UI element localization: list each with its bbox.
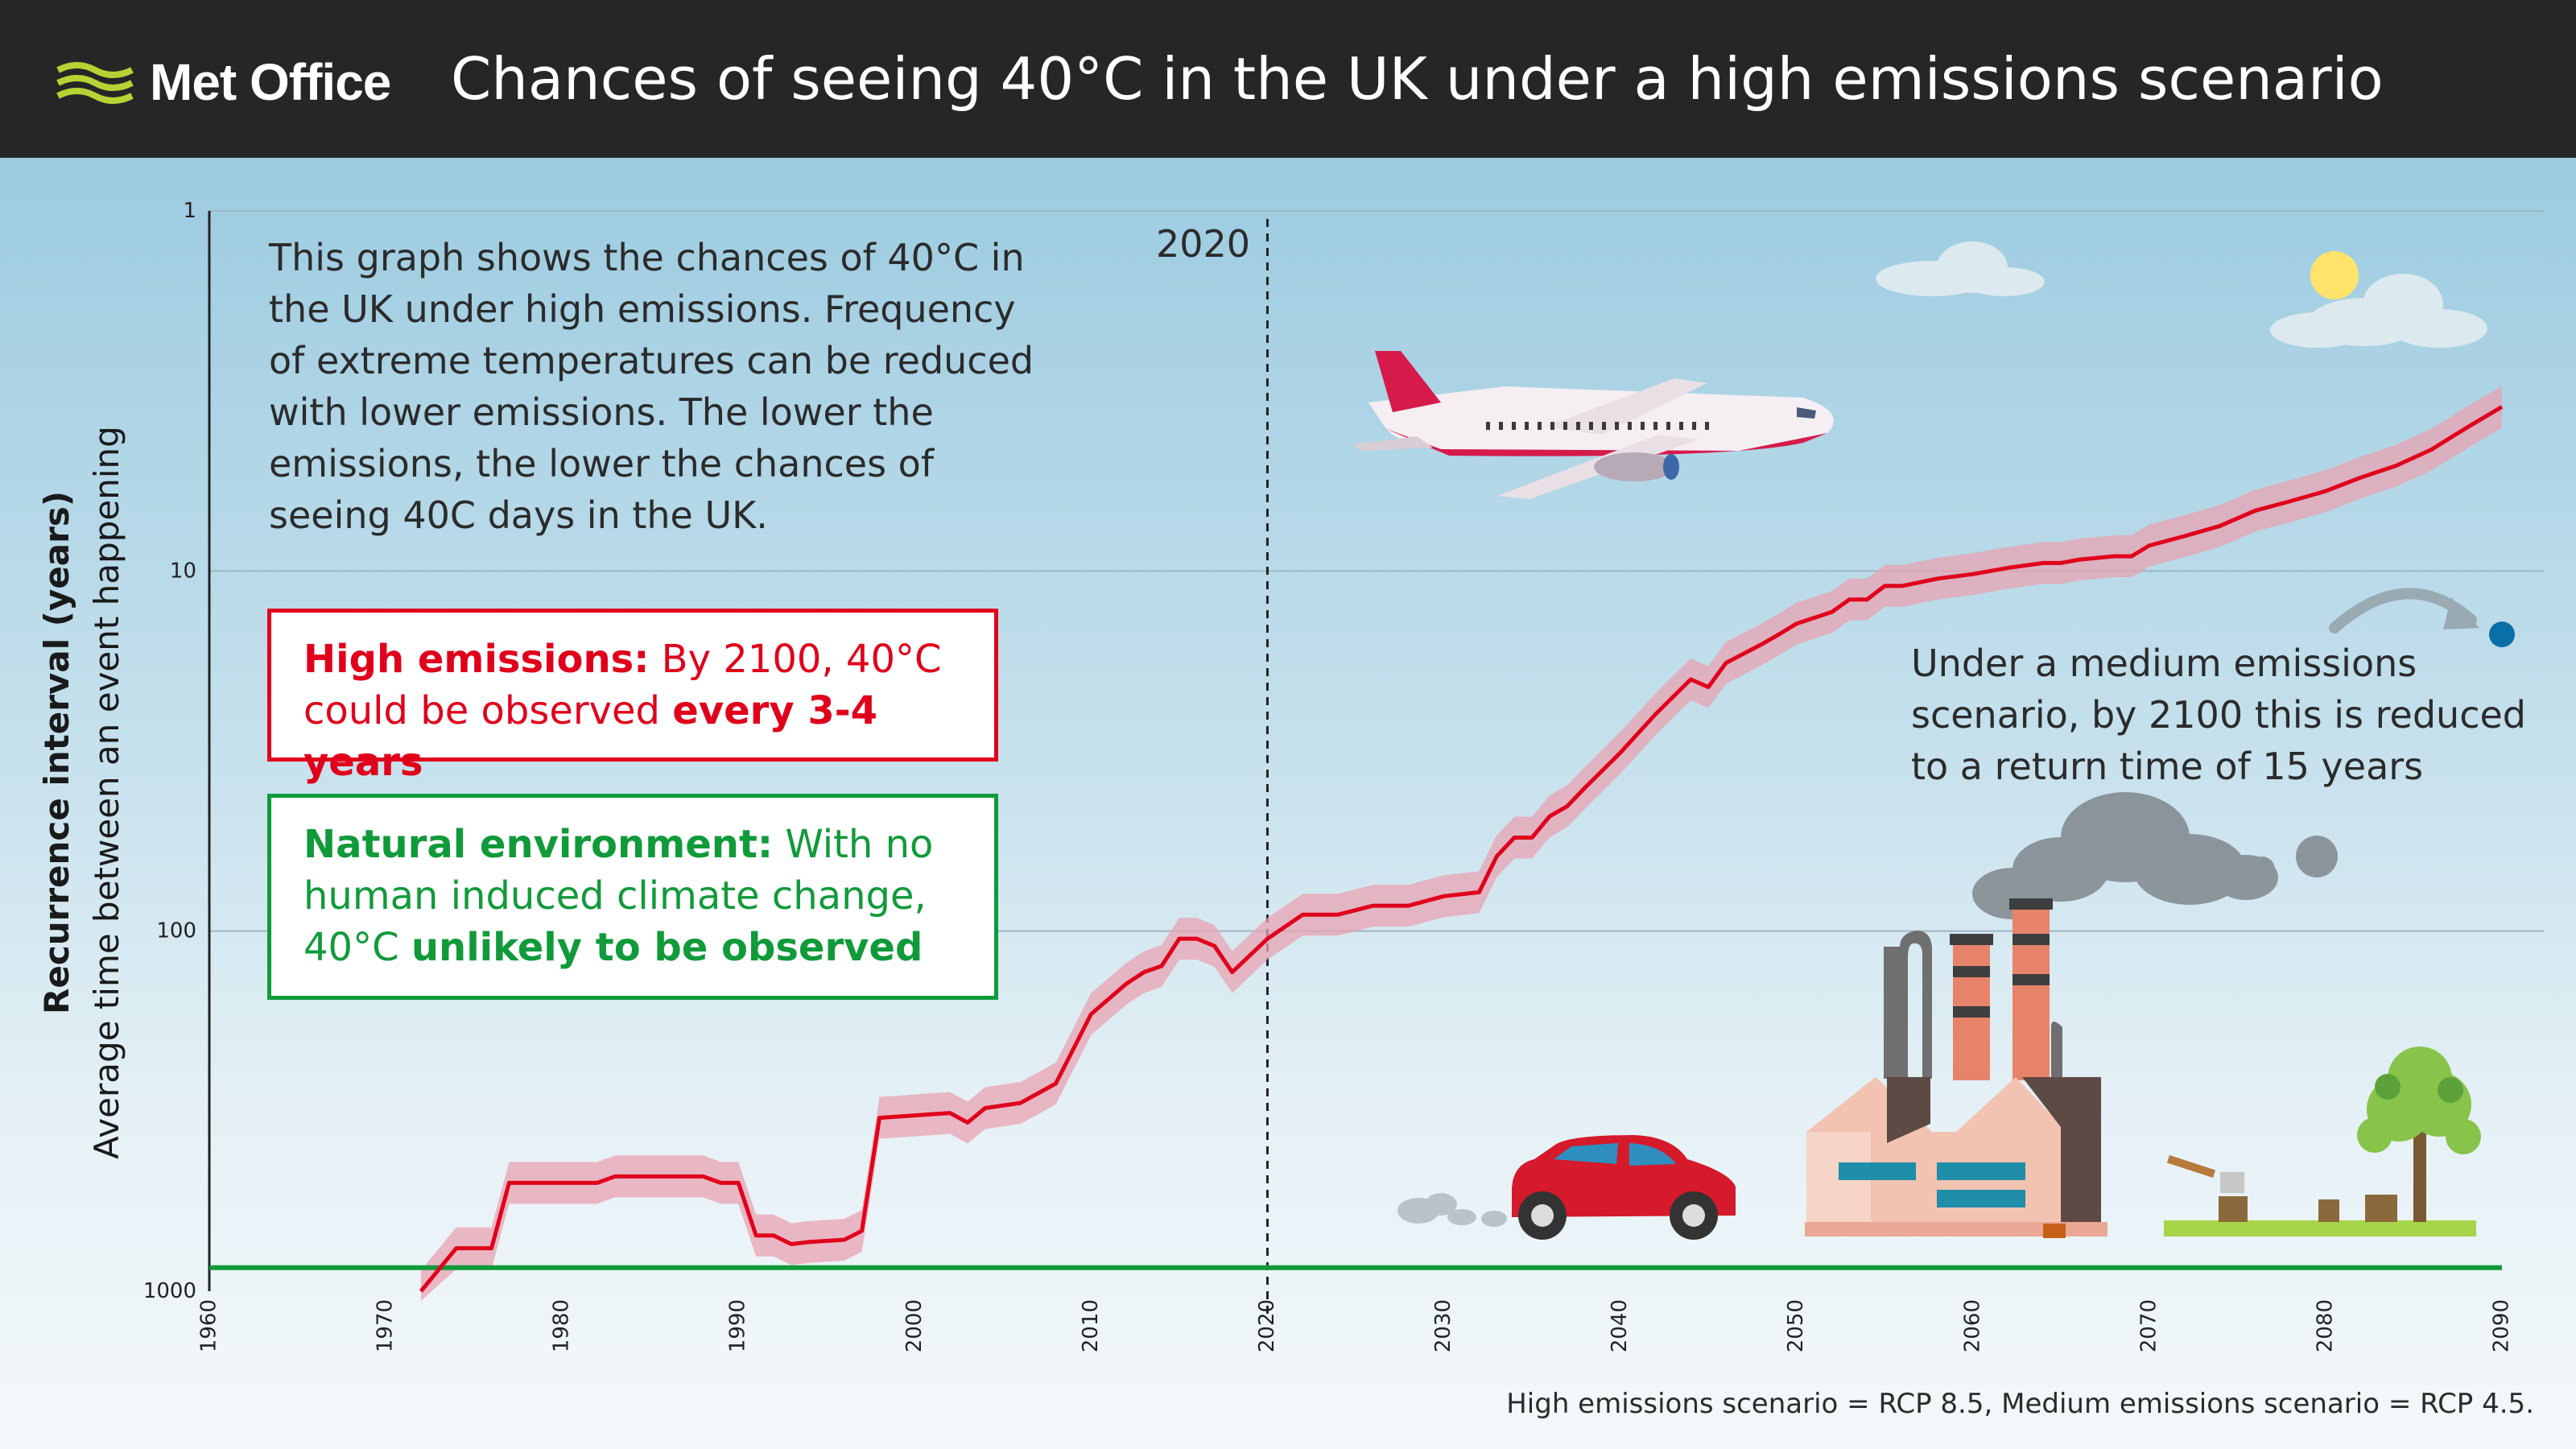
natural-environment-text: With no human induced climate change, 40… bbox=[303, 822, 934, 970]
y-tick-label: 1 bbox=[183, 199, 196, 223]
cloud-icon bbox=[1876, 242, 2045, 296]
x-tick-label: 2010 bbox=[1079, 1299, 1103, 1352]
smoke-cloud-icon bbox=[1972, 792, 2338, 919]
car-icon bbox=[1397, 1135, 1736, 1240]
y-axis-subtitle: Average time between an event happening bbox=[87, 426, 126, 1159]
tree-icon bbox=[2357, 1046, 2481, 1222]
y-axis-title: Recurrence interval (years) bbox=[37, 490, 76, 1014]
x-tick-label: 2070 bbox=[2136, 1299, 2161, 1352]
header-bar: Met Office Chances of seeing 40°C in the… bbox=[0, 0, 2576, 158]
x-tick-label: 2030 bbox=[1431, 1299, 1455, 1352]
x-tick-label: 2040 bbox=[1608, 1299, 1632, 1352]
x-tick-label: 2050 bbox=[1784, 1299, 1808, 1352]
natural-environment-emphasis: unlikely to be observed bbox=[411, 925, 923, 970]
x-tick-label: 2080 bbox=[2313, 1299, 2337, 1352]
sun-icon bbox=[2310, 251, 2359, 299]
x-tick-label: 2090 bbox=[2490, 1299, 2514, 1352]
y-tick-label: 1000 bbox=[143, 1279, 196, 1303]
x-tick-label: 2000 bbox=[902, 1299, 927, 1352]
high-emissions-text: By 2100, 40°C could be observed bbox=[303, 637, 942, 733]
y-tick-label: 100 bbox=[156, 919, 196, 943]
high-emissions-emphasis: every 3-4 years bbox=[303, 688, 878, 785]
airplane-icon bbox=[1352, 351, 1834, 499]
x-tick-label: 1960 bbox=[197, 1299, 221, 1352]
high-emissions-label: High emissions: bbox=[303, 637, 650, 682]
medium-emissions-note: Under a medium emissions scenario, by 21… bbox=[1911, 642, 2526, 788]
medium-emissions-point bbox=[2489, 621, 2515, 648]
y-tick-label: 10 bbox=[170, 559, 196, 583]
x-tick-label: 1970 bbox=[374, 1299, 398, 1352]
high-emissions-box: High emissions: By 2100, 40°C could be o… bbox=[267, 609, 998, 785]
footnote: High emissions scenario = RCP 8.5, Mediu… bbox=[1506, 1388, 2534, 1420]
year-2020-label: 2020 bbox=[1156, 222, 1251, 266]
cloud-icon bbox=[2270, 274, 2487, 348]
x-tick-label: 1980 bbox=[550, 1299, 574, 1352]
natural-environment-box: Natural environment: With no human induc… bbox=[267, 794, 998, 1000]
intro-text: This graph shows the chances of 40°C in … bbox=[269, 236, 1034, 537]
natural-environment-label: Natural environment: bbox=[303, 822, 774, 867]
x-tick-label: 2060 bbox=[1960, 1299, 1984, 1352]
logo-text: Met Office bbox=[150, 53, 391, 111]
illustrations bbox=[1352, 242, 2487, 1240]
waves-logo-icon bbox=[56, 62, 134, 104]
factory-icon bbox=[1805, 898, 2107, 1238]
x-tick-label: 1990 bbox=[726, 1299, 750, 1352]
page-title: Chances of seeing 40°C in the UK under a… bbox=[451, 45, 2384, 113]
felled-trees-icon bbox=[2164, 1154, 2476, 1236]
high-emissions-line bbox=[419, 405, 2504, 1293]
met-office-logo: Met Office bbox=[55, 50, 391, 114]
x-tick-label: 2020 bbox=[1255, 1299, 1279, 1352]
